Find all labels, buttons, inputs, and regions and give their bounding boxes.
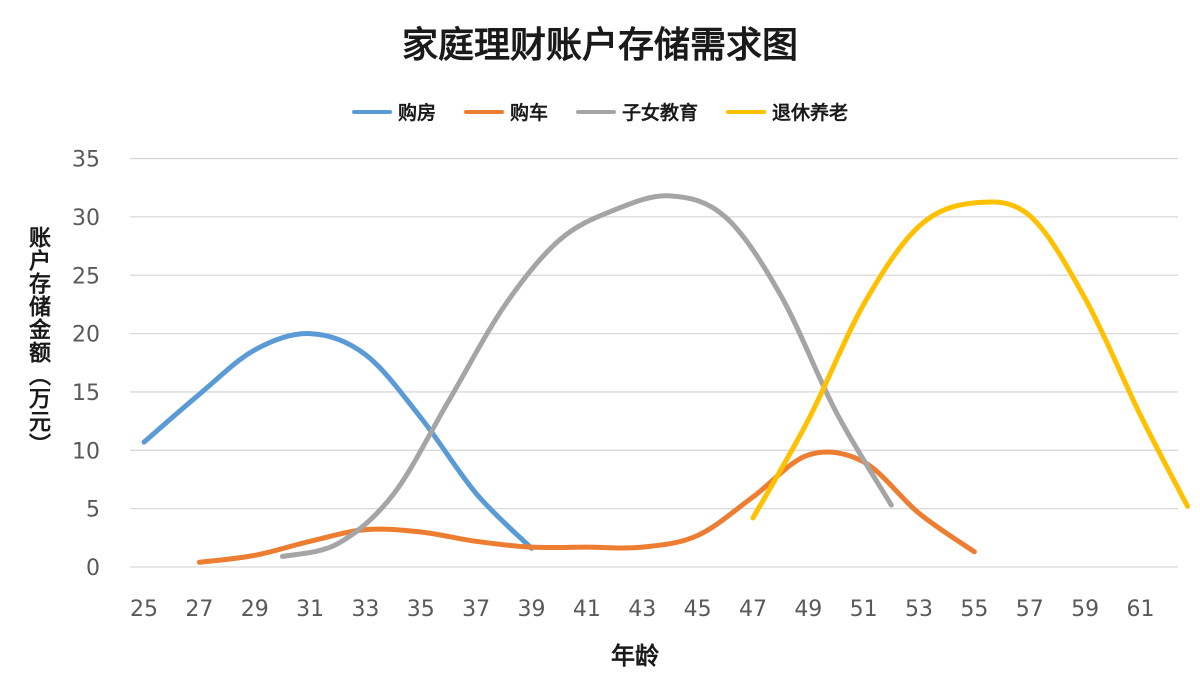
y-tick-label: 5 [86, 498, 100, 523]
x-tick-label: 55 [960, 597, 988, 622]
x-axis-label: 年龄 [611, 642, 659, 670]
y-tick-label: 20 [72, 323, 100, 348]
x-tick-label: 29 [241, 597, 269, 622]
legend-item: 购车 [463, 98, 548, 125]
x-tick-label: 45 [684, 597, 712, 622]
x-tick-label: 49 [794, 597, 822, 622]
x-tick-label: 59 [1071, 597, 1099, 622]
x-tick-label: 41 [573, 597, 601, 622]
x-tick-label: 35 [407, 597, 435, 622]
x-tick-label: 53 [905, 597, 933, 622]
x-tick-label: 37 [462, 597, 490, 622]
legend-item: 子女教育 [576, 98, 698, 125]
y-tick-label: 10 [72, 439, 100, 464]
series-line-3 [750, 199, 1191, 521]
legend-swatch [576, 109, 616, 114]
x-tick-label: 51 [850, 597, 878, 622]
legend-item: 购房 [351, 98, 436, 125]
y-tick-label: 35 [72, 148, 100, 173]
chart-title: 家庭理财账户存储需求图 [401, 25, 798, 66]
legend: 购房 购车 子女教育 退休养老 [0, 98, 1200, 125]
legend-label: 购房 [397, 102, 436, 124]
x-tick-label: 43 [628, 597, 656, 622]
y-tick-label: 30 [72, 206, 100, 231]
legend-label: 退休养老 [772, 102, 849, 124]
legend-label: 购车 [509, 102, 548, 124]
series-lines [141, 193, 1191, 565]
x-tick-label: 25 [130, 597, 158, 622]
x-tick-label: 57 [1016, 597, 1044, 622]
series-line-2 [279, 193, 894, 559]
series-line-1 [196, 449, 977, 565]
legend-swatch [463, 109, 504, 114]
x-tick-label: 47 [739, 597, 767, 622]
y-tick-label: 25 [72, 264, 100, 289]
x-tick-label: 33 [351, 597, 379, 622]
y-tick-label: 0 [86, 556, 100, 581]
x-tick-label: 39 [518, 597, 546, 622]
x-tick-label: 31 [296, 597, 324, 622]
legend-label: 子女教育 [622, 102, 699, 124]
legend-swatch [351, 109, 392, 114]
x-tick-label: 27 [185, 597, 213, 622]
tick-labels: 0 5 10 15 20 25 30 35 25 27 29 31 33 35 37 39 41 43 45 47 49… [72, 148, 1154, 622]
legend-item: 退休养老 [726, 98, 848, 125]
legend-swatch [726, 109, 767, 114]
series-line-0 [141, 331, 535, 551]
y-tick-label: 15 [72, 381, 100, 406]
x-tick-label: 61 [1126, 597, 1154, 622]
gridlines [130, 157, 1178, 568]
y-axis-label: 账户存储金额（万元） [25, 226, 50, 456]
